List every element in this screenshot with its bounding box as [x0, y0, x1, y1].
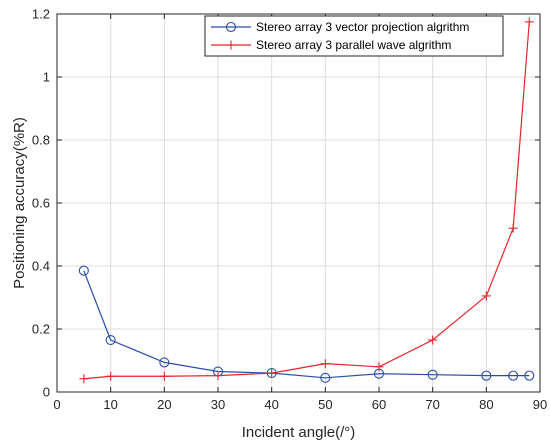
y-tick-label: 0.8 — [32, 133, 50, 148]
data-point — [105, 334, 116, 346]
series-2 — [79, 17, 534, 384]
legend-item: Stereo array 3 parallel wave algrithm — [211, 38, 451, 52]
data-point — [106, 371, 116, 381]
y-tick-label: 0.4 — [32, 259, 50, 274]
axis-ticks: 0 10 20 30 40 50 60 70 80 90 0 0.2 0.4 0.6 0.8 1 1.2 — [32, 7, 547, 413]
x-tick-label: 70 — [425, 397, 439, 412]
legend-marker — [226, 40, 236, 50]
x-tick-label: 10 — [103, 397, 117, 412]
data-point — [508, 370, 519, 381]
legend-label: Stereo array 3 vector projection algrith… — [256, 20, 469, 34]
data-point — [79, 374, 89, 384]
legend-marker — [225, 21, 237, 33]
legend-label: Stereo array 3 parallel wave algrithm — [256, 38, 451, 52]
data-point — [320, 359, 330, 369]
data-point — [374, 362, 384, 372]
x-tick-label: 30 — [211, 397, 225, 412]
x-tick-label: 20 — [157, 397, 171, 412]
series-layer — [78, 17, 535, 384]
x-tick-label: 0 — [53, 397, 60, 412]
x-tick-label: 90 — [533, 397, 547, 412]
data-point — [427, 369, 438, 380]
x-tick-label: 60 — [372, 397, 386, 412]
y-tick-label: 0.2 — [32, 322, 50, 337]
data-point — [78, 265, 89, 276]
legend: Stereo array 3 vector projection algrith… — [204, 15, 504, 57]
data-point — [508, 223, 518, 233]
y-tick-label: 1.2 — [32, 7, 50, 22]
data-point — [159, 371, 169, 381]
x-tick-label: 80 — [479, 397, 493, 412]
legend-item: Stereo array 3 vector projection algrith… — [211, 20, 469, 34]
x-axis-title: Incident angle(/°) — [242, 424, 356, 441]
data-point — [267, 368, 277, 378]
y-tick-label: 1 — [43, 70, 50, 85]
data-point — [524, 370, 535, 381]
data-point — [213, 371, 223, 381]
data-point — [159, 357, 170, 368]
series-line — [83, 270, 530, 379]
y-axis-title: Positioning accuracy(%R) — [11, 117, 28, 289]
x-tick-label: 40 — [264, 397, 278, 412]
data-point — [428, 335, 438, 345]
series-1 — [78, 265, 535, 383]
y-tick-label: 0.6 — [32, 196, 50, 211]
data-point — [524, 17, 534, 27]
legend-box — [204, 15, 504, 57]
data-point — [481, 291, 491, 301]
y-tick-label: 0 — [43, 385, 50, 400]
x-tick-label: 50 — [318, 397, 332, 412]
data-point — [320, 372, 331, 383]
data-point — [481, 370, 492, 381]
